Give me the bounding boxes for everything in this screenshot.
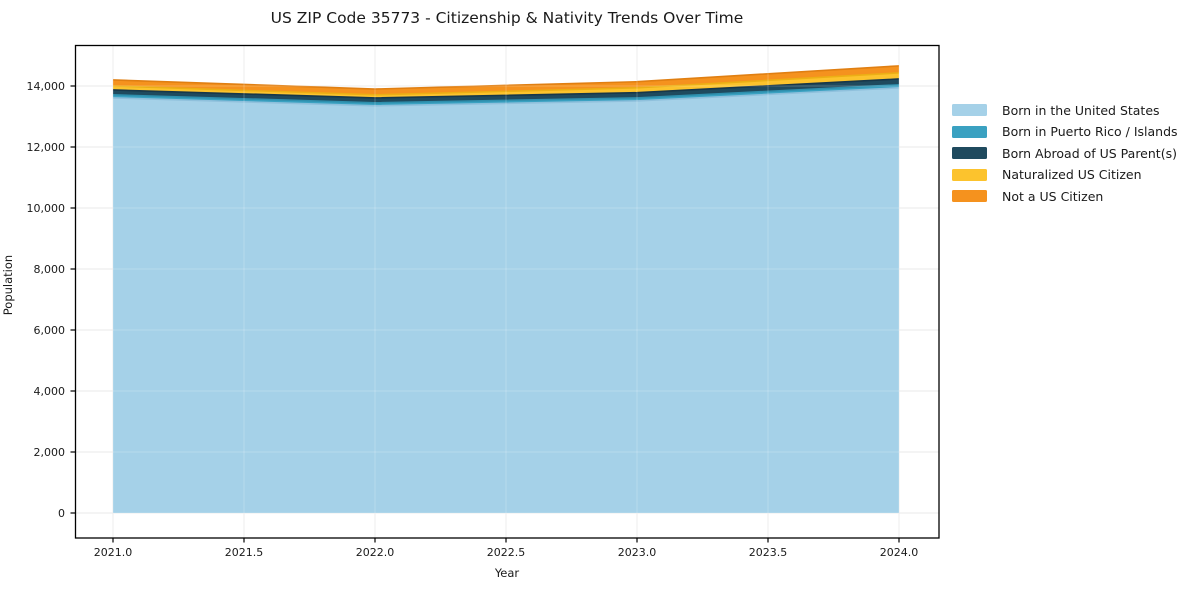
x-tick-label: 2021.0	[94, 546, 133, 559]
area-edge-line	[112, 72, 900, 96]
x-axis-label: Year	[494, 566, 520, 580]
x-tick-label: 2023.0	[618, 546, 657, 559]
axes-frame	[74, 44, 940, 539]
legend-swatch	[952, 125, 987, 138]
legend-swatch	[952, 147, 987, 159]
area-series	[113, 65, 899, 95]
y-tick-label: 10,000	[27, 202, 66, 215]
y-tick-label: 2,000	[34, 446, 66, 459]
y-tick-label: 6,000	[34, 324, 66, 337]
legend-item: Born Abroad of US Parent(s)	[952, 145, 1178, 161]
legend-label: Born in Puerto Rico / Islands	[1002, 124, 1178, 139]
area-series	[113, 72, 899, 98]
area-edge-line	[112, 83, 900, 104]
legend-swatch	[952, 168, 987, 181]
y-tick-label: 8,000	[34, 263, 66, 276]
legend-label: Born Abroad of US Parent(s)	[1002, 145, 1177, 161]
y-tick-label: 4,000	[34, 385, 66, 398]
x-tick-label: 2024.0	[880, 546, 919, 559]
area-series	[113, 87, 899, 513]
legend-label: Born in the United States	[1002, 102, 1160, 118]
legend-item: Born in Puerto Rico / Islands	[952, 124, 1178, 139]
area-edge-line	[112, 87, 900, 107]
legend-swatch	[952, 190, 987, 202]
legend-label: Naturalized US Citizen	[1002, 167, 1142, 182]
legend-item: Naturalized US Citizen	[952, 167, 1178, 182]
legend-swatch	[952, 104, 987, 116]
chart-title: US ZIP Code 35773 - Citizenship & Nativi…	[270, 9, 744, 27]
x-tick-label: 2021.5	[225, 546, 264, 559]
y-tick-label: 12,000	[27, 141, 66, 154]
area-edge-line	[112, 65, 900, 90]
x-tick-label: 2022.0	[356, 546, 395, 559]
area-edge-line	[112, 78, 900, 99]
x-tick-label: 2023.5	[749, 546, 788, 559]
legend-item: Born in the United States	[952, 102, 1178, 118]
legend-item: Not a US Citizen	[952, 188, 1178, 204]
y-tick-label: 0	[58, 507, 65, 520]
y-tick-label: 14,000	[27, 80, 66, 93]
y-axis-label: Population	[1, 254, 15, 316]
legend: Born in the United States Born in Puerto …	[952, 102, 1178, 204]
x-tick-label: 2022.5	[487, 546, 526, 559]
legend-label: Not a US Citizen	[1002, 188, 1104, 204]
area-series	[113, 78, 899, 103]
